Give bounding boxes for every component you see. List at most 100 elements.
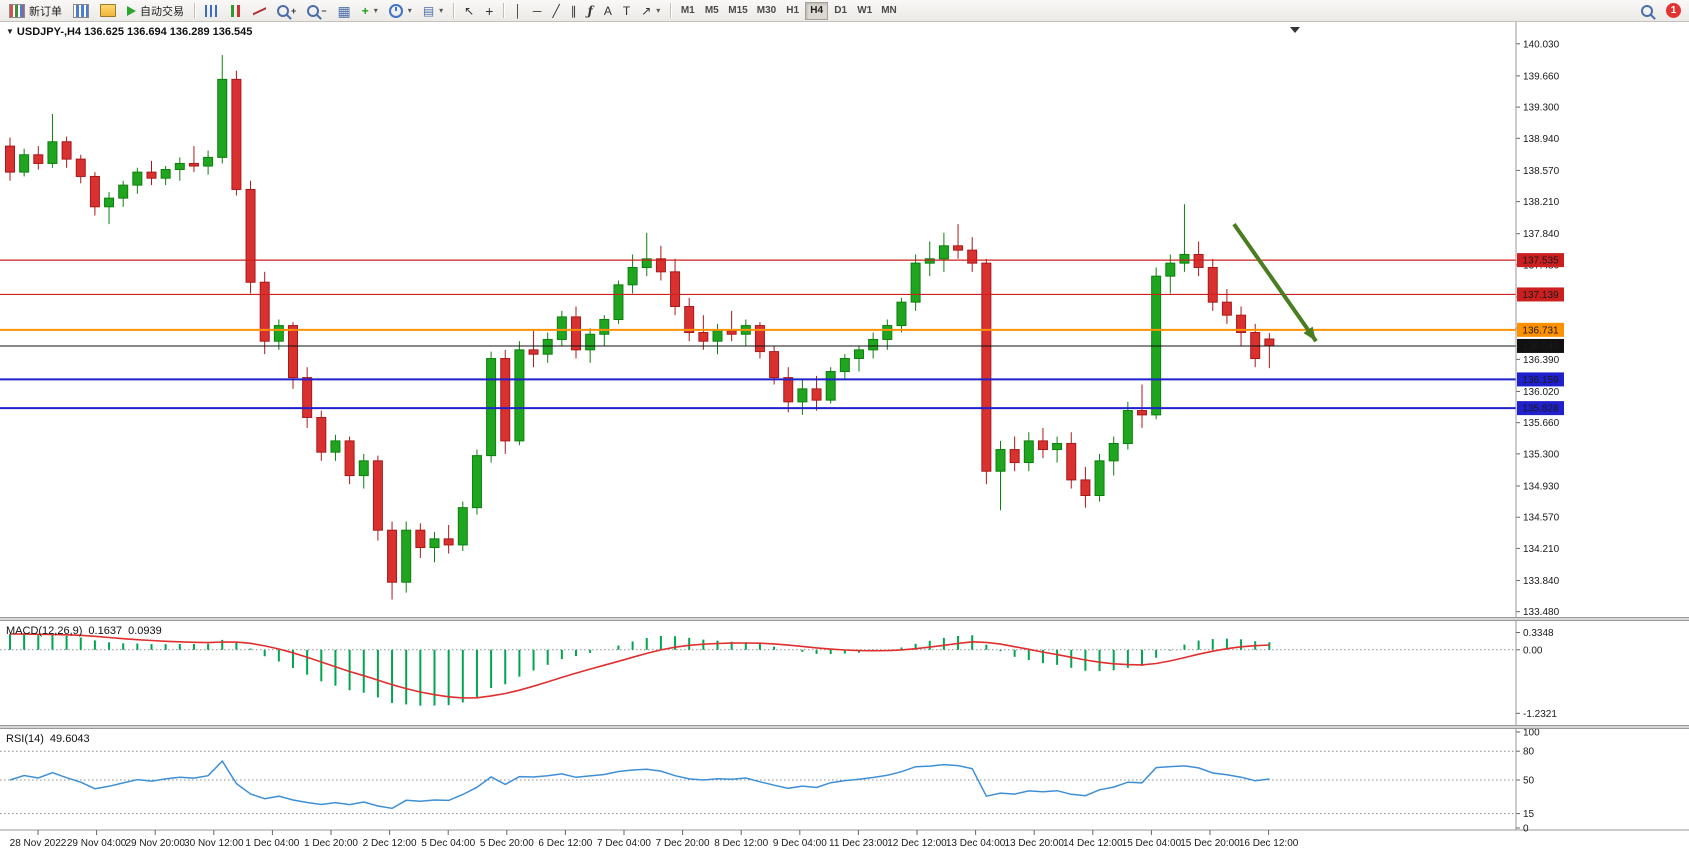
svg-text:7 Dec 20:00: 7 Dec 20:00 bbox=[656, 838, 710, 849]
templates-button[interactable]: ▤ ▾ bbox=[418, 1, 448, 21]
svg-text:1 Dec 04:00: 1 Dec 04:00 bbox=[245, 838, 299, 849]
toolbar: 新订单 自动交易 + − ▦ + ▾ ▾ ▤ ▾ ↖ bbox=[0, 0, 1689, 22]
new-chart-icon bbox=[73, 3, 89, 18]
timeframe-H4-button[interactable]: H4 bbox=[805, 1, 829, 20]
svg-text:136.545: 136.545 bbox=[1522, 341, 1559, 352]
templates-caret-icon: ▾ bbox=[439, 6, 444, 15]
svg-text:135.828: 135.828 bbox=[1522, 404, 1559, 415]
channel-tool-button[interactable]: ∥ bbox=[566, 1, 582, 21]
svg-text:11 Dec 23:00: 11 Dec 23:00 bbox=[829, 838, 888, 849]
timeframe-toolbar: M1 M5 M15 M30 H1 H4 D1 W1 MN bbox=[676, 1, 901, 20]
zoom-in-sign: + bbox=[291, 5, 297, 16]
svg-text:28 Nov 2022: 28 Nov 2022 bbox=[10, 838, 67, 849]
svg-text:29 Nov 20:00: 29 Nov 20:00 bbox=[125, 838, 185, 849]
cursor-tool-button[interactable]: ↖ bbox=[459, 1, 479, 21]
svg-text:137.840: 137.840 bbox=[1523, 229, 1560, 240]
svg-text:1 Dec 20:00: 1 Dec 20:00 bbox=[304, 838, 358, 849]
new-chart-button[interactable] bbox=[68, 1, 94, 21]
svg-text:138.210: 138.210 bbox=[1523, 197, 1560, 208]
cursor-icon: ↖ bbox=[464, 3, 475, 18]
chart-title: ▼ USDJPY-,H4 136.625 136.694 136.289 136.… bbox=[6, 26, 252, 38]
svg-text:50: 50 bbox=[1523, 776, 1535, 787]
periods-caret-icon: ▾ bbox=[407, 6, 412, 15]
svg-text:13 Dec 20:00: 13 Dec 20:00 bbox=[1004, 838, 1064, 849]
rsi-label: RSI(14) 49.6043 bbox=[6, 733, 96, 745]
svg-text:2 Dec 12:00: 2 Dec 12:00 bbox=[363, 838, 417, 849]
arrows-tool-button[interactable]: ↗ ▾ bbox=[636, 1, 665, 21]
horizontal-line-tool-button[interactable]: ─ bbox=[528, 1, 547, 21]
timeframe-M1-button[interactable]: M1 bbox=[676, 2, 699, 20]
vertical-line-tool-button[interactable]: │ bbox=[509, 1, 527, 21]
zoom-out-button[interactable]: − bbox=[302, 1, 331, 21]
panel-splitter[interactable] bbox=[0, 725, 1689, 729]
fibonacci-tool-button[interactable]: ƒ bbox=[583, 1, 598, 21]
fibonacci-icon: ƒ bbox=[587, 3, 593, 18]
tile-windows-button[interactable]: ▦ bbox=[333, 1, 356, 21]
new-order-button[interactable]: 新订单 bbox=[4, 1, 67, 21]
search-button[interactable] bbox=[1636, 1, 1658, 21]
timeframe-M30-button[interactable]: M30 bbox=[753, 2, 780, 20]
crosshair-icon: + bbox=[485, 2, 494, 19]
timeframe-W1-button[interactable]: W1 bbox=[853, 2, 876, 20]
zoom-out-sign: − bbox=[321, 5, 327, 16]
svg-text:138.570: 138.570 bbox=[1523, 166, 1560, 177]
svg-text:6 Dec 12:00: 6 Dec 12:00 bbox=[538, 838, 592, 849]
timeframe-M15-button[interactable]: M15 bbox=[724, 2, 751, 20]
trendline-icon: ╱ bbox=[552, 3, 560, 18]
toolbar-right-group: 1 bbox=[1636, 1, 1685, 21]
svg-text:0.3348: 0.3348 bbox=[1523, 628, 1554, 639]
svg-text:140.030: 140.030 bbox=[1523, 39, 1560, 50]
label-tool-button[interactable]: T bbox=[618, 1, 635, 21]
svg-text:0: 0 bbox=[1523, 824, 1529, 835]
svg-text:5 Dec 04:00: 5 Dec 04:00 bbox=[421, 838, 475, 849]
label-tool-icon: T bbox=[622, 3, 631, 18]
macd-label: MACD(12,26,9) 0.1637 0.0939 bbox=[6, 625, 168, 637]
svg-text:9 Dec 04:00: 9 Dec 04:00 bbox=[773, 838, 827, 849]
svg-text:13 Dec 04:00: 13 Dec 04:00 bbox=[946, 838, 1006, 849]
svg-text:30 Nov 12:00: 30 Nov 12:00 bbox=[184, 838, 244, 849]
indicators-button[interactable]: + ▾ bbox=[357, 1, 383, 21]
svg-text:136.731: 136.731 bbox=[1522, 325, 1559, 336]
periods-button[interactable]: ▾ bbox=[384, 1, 417, 21]
svg-text:16 Dec 12:00: 16 Dec 12:00 bbox=[1239, 838, 1299, 849]
svg-text:80: 80 bbox=[1523, 747, 1535, 758]
toolbar-separator bbox=[670, 3, 672, 18]
panel-splitter[interactable] bbox=[0, 617, 1689, 621]
svg-text:134.930: 134.930 bbox=[1523, 481, 1560, 492]
svg-text:134.570: 134.570 bbox=[1523, 513, 1560, 524]
candlestick-chart-icon bbox=[229, 4, 242, 17]
toolbar-separator bbox=[194, 3, 195, 18]
crosshair-tool-button[interactable]: + bbox=[480, 1, 498, 21]
macd-main-value: 0.1637 bbox=[88, 625, 123, 637]
search-icon bbox=[1641, 4, 1653, 17]
tile-windows-icon: ▦ bbox=[337, 2, 351, 19]
notification-badge[interactable]: 1 bbox=[1666, 3, 1681, 18]
toolbar-separator bbox=[503, 3, 505, 18]
auto-trading-button[interactable]: 自动交易 bbox=[122, 1, 189, 21]
svg-text:5 Dec 20:00: 5 Dec 20:00 bbox=[480, 838, 534, 849]
macd-name: MACD(12,26,9) bbox=[6, 625, 83, 637]
profiles-button[interactable] bbox=[95, 1, 121, 21]
line-chart-button[interactable] bbox=[248, 1, 271, 21]
svg-text:133.840: 133.840 bbox=[1523, 576, 1560, 587]
timeframe-MN-button[interactable]: MN bbox=[877, 2, 901, 20]
bar-chart-button[interactable] bbox=[200, 1, 223, 21]
svg-text:15 Dec 20:00: 15 Dec 20:00 bbox=[1180, 838, 1240, 849]
rsi-value: 49.6043 bbox=[49, 733, 90, 745]
svg-text:136.020: 136.020 bbox=[1523, 387, 1560, 398]
svg-text:29 Nov 04:00: 29 Nov 04:00 bbox=[67, 838, 127, 849]
collapse-icon[interactable]: ▼ bbox=[6, 27, 14, 36]
svg-text:139.660: 139.660 bbox=[1523, 71, 1560, 82]
zoom-out-icon bbox=[307, 4, 320, 17]
periods-icon bbox=[388, 3, 403, 18]
zoom-in-button[interactable]: + bbox=[272, 1, 301, 21]
timeframe-M5-button[interactable]: M5 bbox=[700, 2, 723, 20]
trendline-tool-button[interactable]: ╱ bbox=[547, 1, 564, 21]
timeframe-H1-button[interactable]: H1 bbox=[781, 2, 804, 20]
candlestick-chart-button[interactable] bbox=[224, 1, 247, 21]
timeframe-D1-button[interactable]: D1 bbox=[829, 2, 852, 20]
text-tool-button[interactable]: A bbox=[599, 1, 617, 21]
svg-text:137.139: 137.139 bbox=[1522, 290, 1559, 301]
